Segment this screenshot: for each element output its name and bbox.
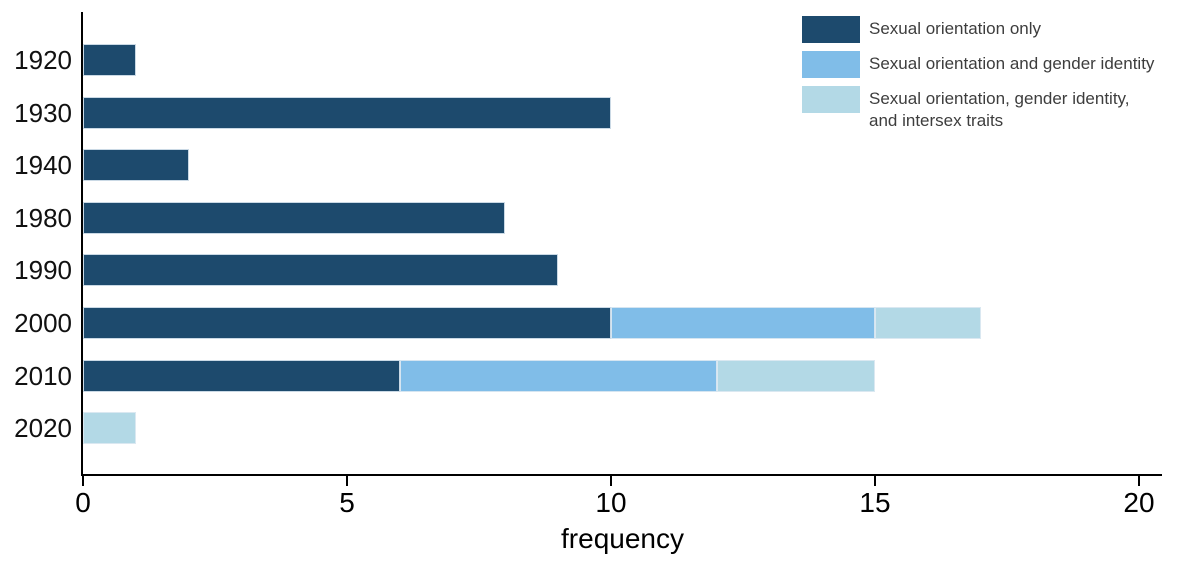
bar-segment — [83, 254, 559, 287]
bar-segment — [716, 359, 875, 392]
legend-label: Sexual orientation, gender identity, and… — [869, 89, 1130, 130]
bar-segment — [83, 359, 400, 392]
legend-label: Sexual orientation and gender identity — [869, 54, 1155, 73]
legend-swatch — [802, 86, 860, 113]
x-tick-mark — [82, 476, 84, 486]
legend-swatch — [802, 51, 860, 78]
y-category-label: 1930 — [14, 97, 72, 128]
y-category-label: 2000 — [14, 308, 72, 338]
bar-segment — [83, 201, 506, 234]
bar-segment — [83, 44, 136, 76]
bar-segment — [83, 412, 136, 445]
y-category-label: 2010 — [14, 360, 72, 391]
legend-entry: Sexual orientation only — [802, 16, 1154, 43]
x-tick-mark — [346, 476, 348, 486]
x-tick-label: 20 — [1123, 487, 1155, 518]
x-axis-title: frequency — [561, 523, 684, 554]
legend-label: Sexual orientation only — [869, 19, 1042, 38]
y-category-label: 1990 — [14, 255, 72, 286]
legend-entry: Sexual orientation, gender identity, and… — [802, 86, 1154, 132]
x-tick-label: 5 — [339, 487, 355, 518]
legend-entry: Sexual orientation and gender identity — [802, 51, 1154, 78]
x-tick-label: 15 — [859, 487, 891, 518]
x-tick-mark — [874, 476, 876, 486]
bar-segment — [611, 307, 875, 339]
x-tick-label: 0 — [75, 487, 91, 518]
bar-segment — [83, 96, 611, 129]
y-category-label: 2020 — [14, 413, 72, 444]
legend: Sexual orientation only Sexual orientatio… — [802, 16, 1154, 140]
x-tick-mark — [610, 476, 612, 486]
bar-segment — [399, 359, 717, 392]
y-category-label: 1940 — [14, 150, 72, 181]
bar-segment — [83, 149, 189, 182]
x-axis-line — [81, 474, 1162, 476]
bar-segment — [875, 307, 981, 339]
y-axis-line — [81, 12, 83, 476]
y-category-label: 1920 — [14, 45, 72, 75]
bar-segment — [83, 307, 611, 339]
x-tick-mark — [1138, 476, 1140, 486]
x-tick-label: 10 — [595, 487, 627, 518]
legend-swatch — [802, 16, 860, 43]
y-category-label: 1980 — [14, 202, 72, 233]
